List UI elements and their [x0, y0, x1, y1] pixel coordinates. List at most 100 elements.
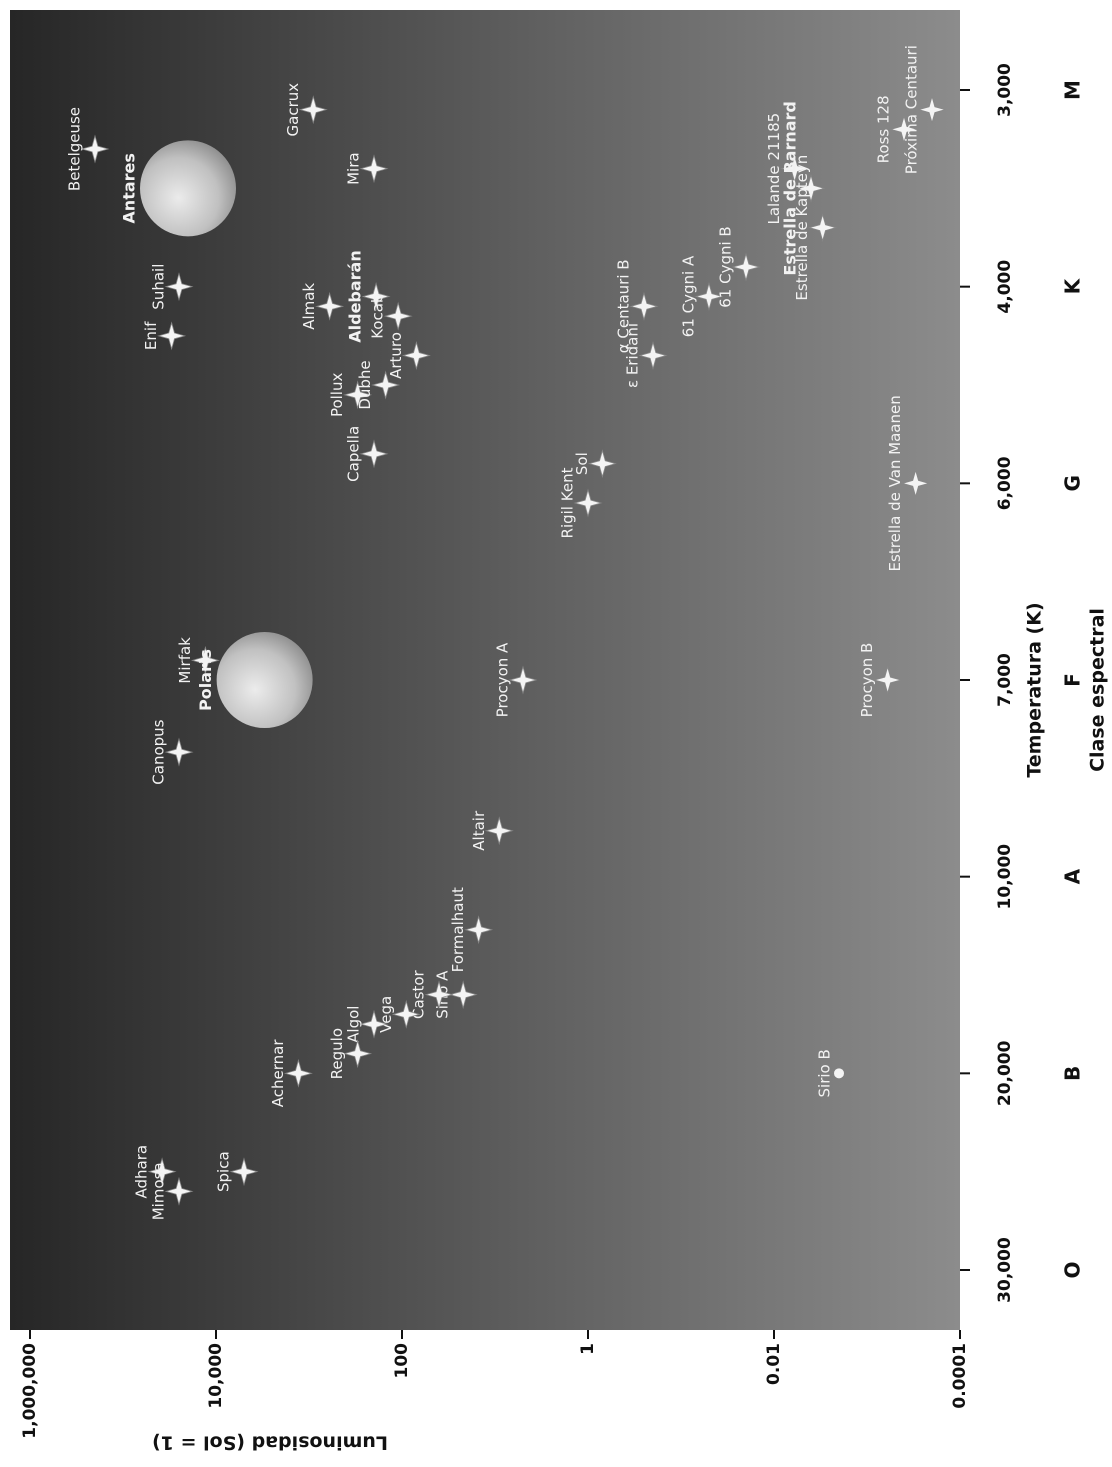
star-marker: [694, 282, 724, 311]
plot-area: 0.0001 0.01 1 100 10,000 1,000,000 30,000 O 20,0…: [10, 10, 1109, 1439]
star-label: Próxima Centauri: [903, 45, 921, 174]
star-marker: [629, 291, 659, 321]
y-tick-label: 0.01: [764, 1343, 784, 1385]
y-tick-label: 0.0001: [950, 1343, 970, 1409]
x-tick-label: 6,000: [995, 456, 1015, 510]
star-marker: [147, 1157, 177, 1187]
x-tick-label: 30,000: [995, 1237, 1015, 1303]
star-label: Canopus: [149, 719, 167, 784]
star-marker: [917, 95, 947, 125]
plot-background: [10, 10, 960, 1330]
star-label: Estrella de Kapteyn: [793, 155, 811, 301]
star-label: Spica: [214, 1151, 232, 1192]
star-dot: [834, 1068, 845, 1079]
star-label: Antares: [120, 153, 139, 223]
star-label: Achernar: [269, 1039, 287, 1108]
star-label: Estrella de Van Maanen: [886, 395, 904, 571]
star-sphere: [216, 632, 313, 728]
star-marker: [901, 468, 931, 498]
star-label: Altair: [470, 810, 488, 851]
star-marker: [448, 980, 478, 1010]
star-marker: [573, 488, 603, 518]
star-label: 61 Cygni A: [679, 255, 697, 337]
star-marker: [315, 291, 345, 321]
star-marker: [164, 1176, 194, 1206]
y-tick-label: 1: [578, 1343, 598, 1355]
star-label: Arturo: [387, 332, 405, 379]
star-label: Capella: [345, 426, 363, 482]
star-marker: [343, 380, 373, 410]
star-label: Kocab: [369, 294, 387, 339]
x-tick-label: 10,000: [995, 844, 1015, 910]
star-label: Aldebarán: [346, 250, 365, 343]
star-marker: [424, 980, 454, 1010]
spectral-class: O: [1061, 1261, 1085, 1278]
star-marker: [164, 737, 194, 767]
star-marker: [359, 1009, 389, 1039]
star-marker: [359, 439, 389, 469]
x-tick-label: 4,000: [995, 260, 1015, 314]
x-axis-title-2: Clase espectral: [1087, 608, 1109, 772]
spectral-class: M: [1061, 80, 1085, 100]
star-label: Gacrux: [284, 83, 302, 137]
star-label: Adhara: [133, 1145, 151, 1199]
spectral-class: K: [1061, 277, 1085, 294]
star-marker: [508, 665, 538, 695]
star-marker: [80, 134, 110, 164]
star-marker: [359, 154, 389, 184]
star-label: Formalhaut: [449, 887, 467, 972]
star-label: Vega: [377, 996, 395, 1033]
star-label: Ross 128: [875, 95, 893, 163]
star-label: Mimosa: [149, 1162, 167, 1220]
star-label: Procyon A: [493, 642, 511, 717]
star-marker: [873, 665, 903, 695]
star-marker: [731, 252, 761, 282]
star-label: Procyon B: [858, 643, 876, 718]
star-label: Sol: [573, 452, 591, 475]
star-marker: [361, 282, 391, 311]
y-tick-label: 1,000,000: [20, 1343, 40, 1439]
star-label: Lalande 21185: [765, 113, 783, 225]
y-tick-label: 10,000: [206, 1343, 226, 1409]
star-label: Rigil Kent: [559, 467, 577, 538]
star-label: Enif: [142, 321, 160, 350]
star-marker: [371, 370, 401, 400]
star-label: Sirio B: [816, 1049, 834, 1097]
x-axis-title: Temperatura (K): [1024, 602, 1046, 777]
star-label: 61 Cygni B: [717, 226, 735, 307]
star-marker: [889, 114, 919, 144]
star-label: Almak: [300, 283, 318, 330]
star-marker: [190, 645, 220, 675]
star-marker: [391, 999, 421, 1029]
star-marker: [298, 95, 328, 125]
star-marker: [157, 321, 187, 351]
spectral-class: F: [1061, 673, 1085, 687]
x-tick-label: 7,000: [995, 653, 1015, 707]
star-marker: [164, 272, 194, 302]
star-label: Mira: [345, 152, 363, 184]
star-label: ε Eridani: [624, 323, 642, 388]
star-marker: [638, 341, 668, 370]
star-label: Suhail: [149, 264, 167, 310]
star-label: Algol: [345, 1006, 363, 1043]
star-label: Polaris: [196, 649, 215, 711]
y-axis-title: Luminosidad (Sol = 1): [152, 1432, 388, 1454]
star-marker: [401, 341, 431, 370]
spectral-class: B: [1061, 1066, 1085, 1081]
star-marker: [464, 915, 494, 945]
star-marker: [796, 173, 826, 203]
star-marker: [484, 816, 514, 846]
star-label: α Centauri B: [614, 259, 632, 353]
star-label: Pollux: [328, 373, 346, 418]
spectral-class: G: [1061, 475, 1085, 491]
star-marker: [229, 1157, 259, 1187]
spectral-class: A: [1061, 868, 1085, 884]
star-marker: [780, 154, 810, 184]
star-marker: [587, 449, 617, 479]
star-label: Mirfak: [176, 637, 194, 684]
star-label: Regulo: [328, 1028, 346, 1079]
star-label: Estrella de Barnard: [781, 101, 800, 275]
y-tick-label: 100: [392, 1343, 412, 1379]
star-marker: [283, 1058, 313, 1088]
star-sphere: [140, 140, 237, 237]
